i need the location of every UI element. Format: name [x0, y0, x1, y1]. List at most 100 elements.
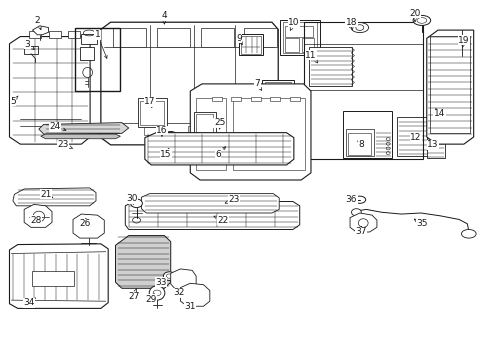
Bar [32, 271, 74, 286]
Text: 17: 17 [144, 97, 155, 108]
Text: 37: 37 [356, 227, 367, 237]
Bar [244, 28, 277, 47]
Bar [285, 38, 299, 51]
Polygon shape [41, 134, 121, 139]
Bar [144, 126, 159, 135]
Bar [397, 117, 429, 156]
Text: 34: 34 [24, 298, 35, 307]
Bar [430, 36, 470, 133]
Bar [239, 35, 263, 55]
Text: 36: 36 [346, 195, 357, 204]
Text: 9: 9 [236, 34, 242, 45]
Bar [194, 112, 216, 141]
Bar [302, 38, 314, 51]
Bar [343, 111, 392, 158]
Bar [427, 137, 445, 158]
Bar [310, 47, 352, 86]
Bar [139, 98, 167, 127]
Bar [196, 98, 226, 170]
Bar [75, 28, 120, 91]
Bar [283, 22, 318, 53]
Text: 32: 32 [173, 288, 185, 297]
Polygon shape [190, 84, 311, 180]
Bar [80, 47, 94, 60]
Bar [141, 101, 164, 125]
Polygon shape [116, 235, 171, 288]
Bar [24, 46, 38, 54]
Text: 1: 1 [95, 30, 107, 58]
Bar [265, 82, 292, 107]
Text: 35: 35 [414, 219, 428, 228]
Bar [196, 114, 213, 139]
Bar [262, 80, 294, 109]
Bar [266, 90, 283, 105]
Polygon shape [427, 30, 474, 144]
Text: 5: 5 [10, 96, 18, 105]
Text: 4: 4 [162, 10, 167, 24]
Text: 13: 13 [427, 140, 439, 149]
Text: 18: 18 [346, 18, 357, 30]
Text: 22: 22 [214, 216, 229, 225]
Ellipse shape [163, 272, 175, 280]
Ellipse shape [163, 132, 178, 142]
Text: 27: 27 [128, 289, 139, 301]
Polygon shape [24, 204, 52, 227]
Text: 25: 25 [214, 118, 225, 129]
Ellipse shape [149, 286, 165, 300]
Text: 14: 14 [434, 109, 445, 118]
Text: 12: 12 [410, 133, 422, 142]
Bar [29, 31, 41, 39]
Polygon shape [125, 202, 300, 229]
Ellipse shape [162, 145, 179, 154]
Ellipse shape [462, 229, 476, 238]
Polygon shape [101, 22, 278, 145]
Bar [201, 28, 234, 47]
Text: 30: 30 [126, 194, 137, 204]
Text: 2: 2 [34, 16, 41, 30]
Ellipse shape [413, 15, 431, 26]
Bar [280, 20, 320, 55]
Ellipse shape [351, 23, 368, 33]
Text: 19: 19 [458, 36, 469, 48]
Text: 26: 26 [79, 219, 91, 228]
Polygon shape [13, 188, 96, 206]
Bar [188, 126, 202, 135]
Polygon shape [32, 26, 49, 35]
Bar [68, 31, 80, 39]
Text: 23: 23 [57, 140, 73, 149]
Ellipse shape [351, 209, 361, 216]
Bar [212, 97, 221, 101]
Text: 16: 16 [156, 126, 168, 136]
Bar [270, 97, 280, 101]
Polygon shape [39, 123, 129, 134]
Text: 24: 24 [50, 122, 66, 131]
Ellipse shape [354, 196, 366, 203]
Bar [231, 97, 241, 101]
Text: 28: 28 [30, 216, 42, 225]
Bar [290, 97, 300, 101]
Text: 7: 7 [254, 80, 262, 90]
Bar [232, 126, 246, 135]
Text: 31: 31 [185, 301, 196, 311]
Bar [81, 34, 97, 44]
Text: 23: 23 [225, 195, 240, 204]
Bar [113, 28, 147, 47]
Polygon shape [142, 194, 279, 213]
Text: 11: 11 [305, 51, 318, 63]
Text: 21: 21 [40, 190, 53, 199]
Text: 3: 3 [24, 40, 34, 50]
Polygon shape [180, 283, 210, 306]
Bar [49, 31, 61, 39]
Polygon shape [9, 244, 108, 309]
Text: 10: 10 [288, 18, 299, 30]
Polygon shape [73, 214, 104, 238]
Text: 15: 15 [160, 148, 172, 159]
Polygon shape [145, 133, 294, 165]
Text: 33: 33 [155, 278, 167, 287]
Polygon shape [350, 213, 377, 232]
Bar [347, 133, 371, 155]
Bar [345, 130, 374, 156]
Polygon shape [9, 37, 90, 144]
Bar [285, 26, 314, 37]
Bar [233, 98, 305, 170]
